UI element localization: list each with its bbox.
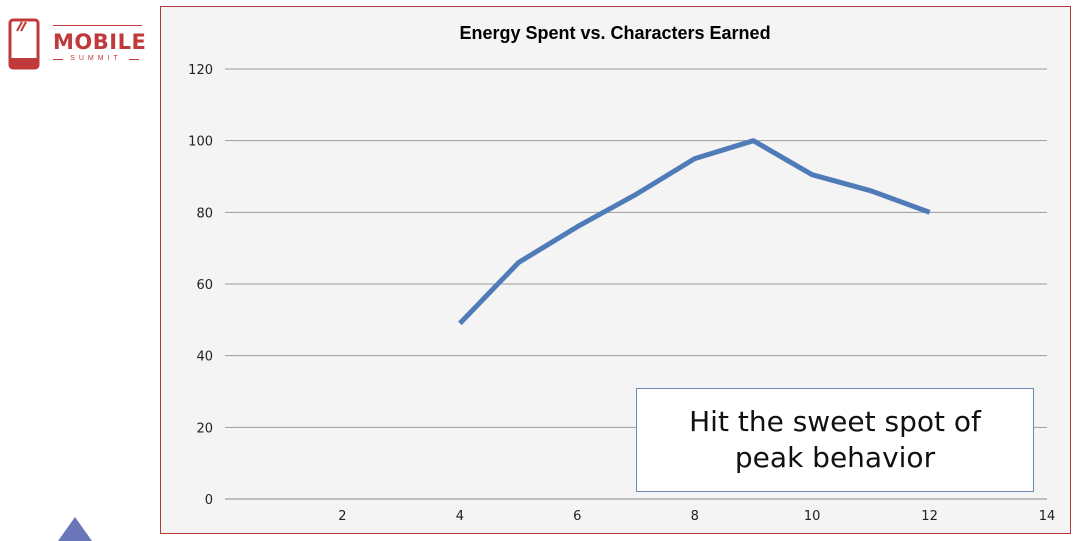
- x-tick-label: 6: [573, 509, 581, 524]
- y-tick-label: 0: [205, 493, 213, 508]
- logo-subtitle: SUMMIT: [53, 55, 139, 63]
- y-tick-label: 60: [196, 278, 213, 293]
- x-tick-label: 2: [338, 509, 346, 524]
- y-tick-label: 40: [196, 350, 213, 365]
- series-line: [458, 138, 931, 326]
- phone-icon: [8, 18, 40, 70]
- y-tick-label: 100: [188, 135, 213, 150]
- x-tick-label: 14: [1039, 509, 1056, 524]
- callout-box: Hit the sweet spot of peak behavior: [636, 388, 1034, 492]
- x-tick-label: 4: [456, 509, 464, 524]
- triangle-up-icon[interactable]: [58, 517, 92, 541]
- x-tick-label: 10: [804, 509, 821, 524]
- logo-title: MOBILE: [53, 30, 147, 54]
- x-tick-label: 8: [691, 509, 699, 524]
- y-tick-label: 20: [196, 421, 213, 436]
- mobile-summit-logo: MOBILE SUMMIT: [8, 18, 146, 74]
- y-tick-label: 120: [188, 63, 213, 78]
- logo-rule: [53, 25, 142, 26]
- x-tick-label: 12: [921, 509, 938, 524]
- chart-title: Energy Spent vs. Characters Earned: [459, 23, 770, 43]
- y-tick-label: 80: [196, 206, 213, 221]
